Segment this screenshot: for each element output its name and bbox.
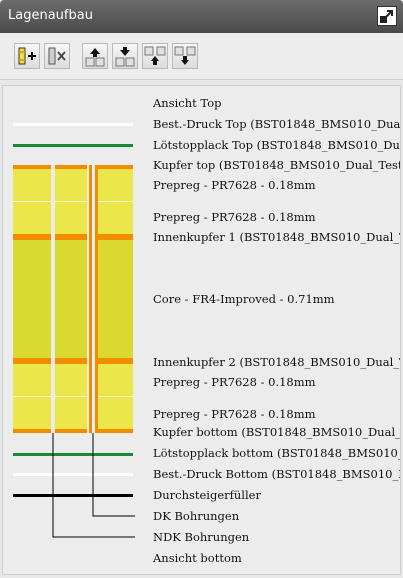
- layer-label: Core - FR4-Improved - 0.71mm: [153, 292, 335, 306]
- group-down-icon: [174, 46, 196, 65]
- board-cross-section: [13, 165, 133, 433]
- move-group-up-button[interactable]: [142, 43, 168, 69]
- layer-label: Ansicht Top: [153, 96, 222, 110]
- dk-via-wall-left: [89, 165, 92, 433]
- silkscreen-bottom-layer[interactable]: [13, 473, 133, 476]
- prepreg-layer-3[interactable]: [13, 364, 133, 396]
- via-filler-layer[interactable]: [13, 494, 133, 497]
- soldermask-bottom-layer[interactable]: [13, 453, 133, 456]
- prepreg-layer-2[interactable]: [13, 202, 133, 234]
- move-group-down-button[interactable]: [172, 43, 198, 69]
- layer-label: Ansicht bottom: [153, 551, 242, 565]
- dk-drill-leader: [92, 433, 135, 517]
- dk-via-wall-right: [95, 165, 98, 433]
- layer-label: NDK Bohrungen: [153, 530, 250, 544]
- layer-label: Kupfer bottom (BST01848_BMS010_Dual_Test…: [153, 425, 401, 439]
- layer-label: Prepreg - PR7628 - 0.18mm: [153, 407, 316, 421]
- layer-label: Innenkupfer 1 (BST01848_BMS010_Dual_Test…: [153, 230, 400, 244]
- toolbar: [0, 33, 403, 80]
- inner-copper-1-layer[interactable]: [13, 234, 133, 240]
- move-up-button[interactable]: [82, 43, 108, 69]
- move-down-button[interactable]: [112, 43, 138, 69]
- copper-top-layer[interactable]: [13, 165, 133, 169]
- group-up-icon: [144, 46, 166, 65]
- core-layer[interactable]: [13, 240, 133, 358]
- layer-label: Innenkupfer 2 (BST01848_BMS010_Dual_Test…: [153, 355, 400, 369]
- window-title: Lagenaufbau: [8, 8, 93, 23]
- layer-label: Prepreg - PR7628 - 0.18mm: [153, 375, 316, 389]
- layer-label: Prepreg - PR7628 - 0.18mm: [153, 210, 316, 224]
- ndk-drill-leader: [52, 433, 135, 538]
- maximize-icon: [380, 10, 393, 23]
- delete-layer-button[interactable]: [44, 43, 70, 69]
- prepreg-layer-4[interactable]: [13, 397, 133, 429]
- layer-label: Best.-Druck Top (BST01848_BMS010_Dual_Te…: [153, 117, 401, 131]
- silkscreen-top-layer[interactable]: [13, 123, 133, 126]
- layer-stack-drawing: [13, 123, 135, 538]
- arrow-up-icon: [85, 48, 105, 67]
- soldermask-top-layer[interactable]: [13, 144, 133, 147]
- copper-bottom-layer[interactable]: [13, 429, 133, 433]
- delete-layer-icon: [48, 47, 66, 65]
- add-layer-icon: [18, 47, 36, 65]
- layer-label: Lötstopplack Top (BST01848_BMS010_Dual_T…: [153, 138, 400, 152]
- arrow-down-icon: [115, 47, 135, 67]
- layer-label: Kupfer top (BST01848_BMS010_Dual_Test_C: [153, 158, 401, 172]
- maximize-button[interactable]: [377, 6, 397, 26]
- prepreg-layer-1[interactable]: [13, 169, 133, 201]
- layer-label: DK Bohrungen: [153, 509, 240, 523]
- layer-label: Best.-Druck Bottom (BST01848_BMS010_Dual…: [153, 467, 400, 481]
- layer-label: Durchsteigerfüller: [153, 488, 261, 502]
- add-layer-button[interactable]: [14, 43, 40, 69]
- layer-label: Prepreg - PR7628 - 0.18mm: [153, 178, 316, 192]
- window-titlebar: Lagenaufbau: [0, 0, 403, 33]
- layer-stack-panel: Ansicht Top Best.-Druck Top (BST01848_BM…: [2, 85, 401, 575]
- layer-label: Lötstopplack bottom (BST01848_BMS010_Dua…: [153, 446, 400, 460]
- inner-copper-2-layer[interactable]: [13, 358, 133, 364]
